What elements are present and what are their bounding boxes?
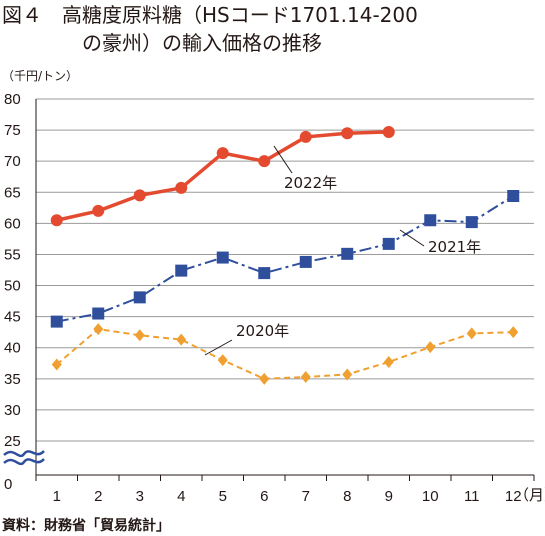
y-tick-label: 80 <box>4 91 21 108</box>
x-tick-label: 12 <box>505 488 522 505</box>
data-point <box>382 237 395 250</box>
data-point <box>92 307 105 320</box>
x-tick-label: 8 <box>343 488 351 505</box>
x-tick-label: 5 <box>219 488 227 505</box>
data-point <box>217 354 228 367</box>
data-point <box>175 181 188 194</box>
axis-break-icon <box>3 458 45 466</box>
chart-title-line1: 図４ 高糖度原料糖（HSコード1701.14-200 <box>2 3 418 27</box>
data-point <box>258 267 271 280</box>
data-point <box>175 264 188 277</box>
data-point <box>216 147 229 160</box>
data-point <box>134 329 145 342</box>
x-tick-label: 9 <box>385 488 393 505</box>
data-point <box>93 323 104 336</box>
y-tick-label: 40 <box>4 340 21 357</box>
data-point <box>299 130 312 143</box>
series-label: 2020年 <box>236 322 289 340</box>
x-tick-label: 2 <box>94 488 102 505</box>
data-point <box>258 155 271 168</box>
x-tick-label: 7 <box>302 488 310 505</box>
grid <box>36 98 534 442</box>
series <box>50 125 520 385</box>
y-tick-label: 35 <box>4 371 21 388</box>
series-line <box>56 130 389 222</box>
source-note: 資料：財務省「貿易統計」 <box>2 517 170 534</box>
x-tick-label: 1 <box>53 488 61 505</box>
data-point <box>216 251 229 264</box>
y-tick-label: 65 <box>4 184 21 201</box>
y-tick-label: 45 <box>4 309 21 326</box>
axes <box>3 99 535 481</box>
data-point <box>176 333 187 346</box>
axis-break-icon <box>3 450 45 458</box>
chart-title-line2: の豪州）の輸入価格の推移 <box>82 31 322 55</box>
data-point <box>341 247 354 260</box>
x-axis-unit-label: （月） <box>514 487 545 504</box>
series-labels: 2022年 2021年 2020年 <box>204 145 481 356</box>
x-tick-label: 10 <box>422 488 439 505</box>
data-point <box>341 127 354 140</box>
data-point <box>50 214 63 227</box>
data-point <box>507 190 520 203</box>
y-tick-label: 75 <box>4 122 21 139</box>
data-point <box>133 291 146 304</box>
y-tick-label: 60 <box>4 215 21 232</box>
data-point <box>465 216 478 229</box>
data-point <box>50 315 63 328</box>
data-point <box>133 189 146 202</box>
data-point <box>466 327 477 340</box>
data-point <box>508 326 519 339</box>
y-tick-label: 55 <box>4 246 21 263</box>
y-tick-label: 30 <box>4 402 21 419</box>
data-point <box>382 125 395 138</box>
data-point <box>425 341 436 354</box>
x-tick-label: 4 <box>177 488 185 505</box>
series-label-leader <box>399 229 425 247</box>
series-label: 2022年 <box>284 174 337 192</box>
data-point <box>51 358 62 371</box>
data-point <box>424 214 437 227</box>
data-point <box>92 204 105 217</box>
data-point <box>383 356 394 369</box>
series-line <box>56 195 514 323</box>
series-label-leader <box>204 339 233 356</box>
series-line <box>56 328 514 380</box>
y-tick-label-zero: 0 <box>4 476 12 493</box>
y-tick-label: 25 <box>4 433 21 450</box>
data-point <box>300 370 311 383</box>
y-axis-unit-label: （千円/トン） <box>2 69 78 83</box>
data-point <box>299 255 312 268</box>
x-tick-label: 11 <box>464 488 480 505</box>
data-point <box>259 372 270 385</box>
x-tick-label: 3 <box>136 488 144 505</box>
x-tick-label: 6 <box>260 488 268 505</box>
y-tick-label: 50 <box>4 278 21 295</box>
data-point <box>342 368 353 381</box>
series-label-leader <box>273 145 293 174</box>
y-tick-label: 70 <box>4 153 21 170</box>
series-label: 2021年 <box>428 238 481 256</box>
